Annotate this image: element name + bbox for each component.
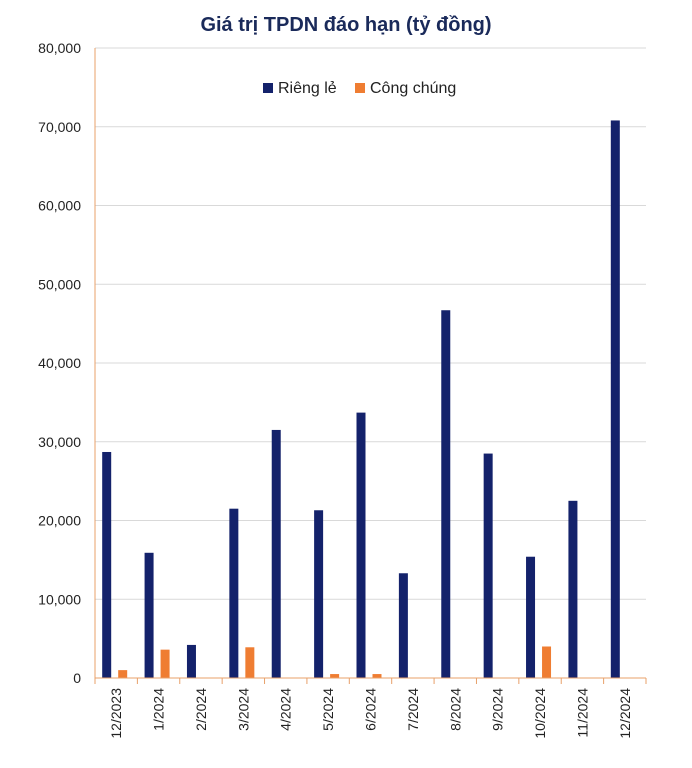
x-tick-label: 12/2024 [617,688,633,739]
bar-rieng-le [314,510,324,678]
y-tick-label: 50,000 [38,276,81,292]
x-tick-label: 6/2024 [363,688,379,731]
bar-rieng-le [271,429,281,678]
bar-cong-chung [542,646,552,678]
bar-rieng-le [441,310,451,678]
bar-rieng-le [398,573,408,678]
bar-cong-chung [160,649,170,678]
x-tick-label: 10/2024 [532,688,548,739]
axes: 0 10,000 20,000 30,000 40,000 50,000 60,000 70,… [38,40,647,739]
y-tick-label: 0 [73,670,81,686]
x-tick-label: 1/2024 [151,688,167,731]
y-tick-label: 70,000 [38,119,81,135]
x-tick-label: 4/2024 [278,688,294,731]
bar-rieng-le [526,556,536,678]
legend-swatch [263,83,273,93]
bar-rieng-le [483,453,493,678]
legend-swatch [355,83,365,93]
bar-rieng-le [229,508,239,678]
bar-rieng-le [356,412,366,678]
grid [95,47,646,600]
bar-cong-chung [372,674,382,678]
y-tick-label: 80,000 [38,40,81,56]
x-tick-label: 8/2024 [447,688,463,731]
bar-rieng-le [186,644,196,678]
bar-rieng-le [610,120,620,678]
x-tick-label: 3/2024 [235,688,251,731]
y-tick-label: 20,000 [38,513,81,529]
y-tick-label: 60,000 [38,198,81,214]
legend-label: Riêng lẻ [278,80,337,97]
bar-cong-chung [118,670,128,678]
y-tick-label: 40,000 [38,355,81,371]
bar-rieng-le [102,451,112,678]
bar-cong-chung [245,647,255,678]
bar-rieng-le [568,500,578,678]
legend-label: Công chúng [370,80,456,97]
x-tick-label: 2/2024 [193,688,209,731]
legend: Riêng lẻ Công chúng [263,80,456,97]
chart-title: Giá trị TPDN đáo hạn (tỷ đồng) [200,14,492,36]
x-tick-label: 12/2023 [108,688,124,739]
y-tick-label: 10,000 [38,591,81,607]
y-tick-label: 30,000 [38,434,81,450]
bar-rieng-le [144,552,154,678]
x-tick-label: 11/2024 [574,688,590,738]
x-tick-label: 9/2024 [490,688,506,731]
x-tick-label: 5/2024 [320,688,336,731]
bars [102,120,620,678]
x-tick-label: 7/2024 [405,688,421,731]
bar-cong-chung [330,674,340,678]
